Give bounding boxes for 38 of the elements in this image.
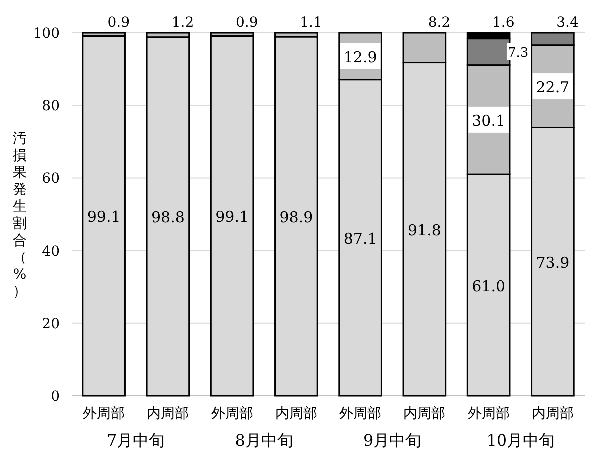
- data-label: 98.8: [151, 208, 185, 227]
- y-tick-label: 20: [42, 316, 60, 332]
- data-label: 1.6: [492, 15, 515, 31]
- x-tick-label: 外周部: [211, 406, 254, 422]
- x-tick-label: 内周部: [147, 406, 190, 422]
- data-label: 0.9: [108, 15, 130, 31]
- data-label: 1.2: [172, 15, 194, 31]
- data-label: 12.9: [344, 48, 378, 66]
- text: 汚損果発生割合（%）: [13, 131, 27, 300]
- y-tick-label: 60: [42, 171, 60, 188]
- text: 10月中旬: [486, 431, 556, 450]
- x-tick-label: 外周部: [83, 406, 126, 422]
- y-tick-label: 80: [42, 98, 60, 115]
- data-label: 8.2: [428, 15, 451, 31]
- text: 8月中旬: [235, 431, 294, 450]
- x-tick-label: 外周部: [340, 406, 382, 422]
- data-label: 1.1: [300, 15, 322, 31]
- data-label: 98.9: [280, 208, 314, 226]
- y-tick-label: 40: [42, 244, 60, 260]
- x-tick-label: 内周部: [404, 406, 446, 422]
- x-tick-label: 内周部: [532, 406, 574, 422]
- data-label: 0.9: [236, 15, 258, 31]
- y-tick-label: 0: [51, 389, 60, 405]
- y-tick-label: 100: [33, 26, 60, 42]
- x-tick-label: 外周部: [468, 406, 510, 422]
- data-label: 30.1: [472, 112, 506, 130]
- data-label: 99.1: [216, 208, 250, 226]
- data-label: 61.0: [472, 277, 506, 296]
- data-label: 99.1: [87, 208, 121, 226]
- data-label: 91.8: [408, 221, 442, 240]
- data-label: 22.7: [536, 78, 570, 97]
- x-tick-label: 内周部: [275, 406, 318, 422]
- text: 9月中旬: [364, 431, 422, 450]
- data-label: 3.4: [556, 15, 579, 31]
- data-label: 73.9: [536, 254, 570, 272]
- data-label: 7.3: [508, 46, 529, 62]
- text: 7月中旬: [107, 431, 166, 450]
- data-label: 87.1: [344, 230, 378, 248]
